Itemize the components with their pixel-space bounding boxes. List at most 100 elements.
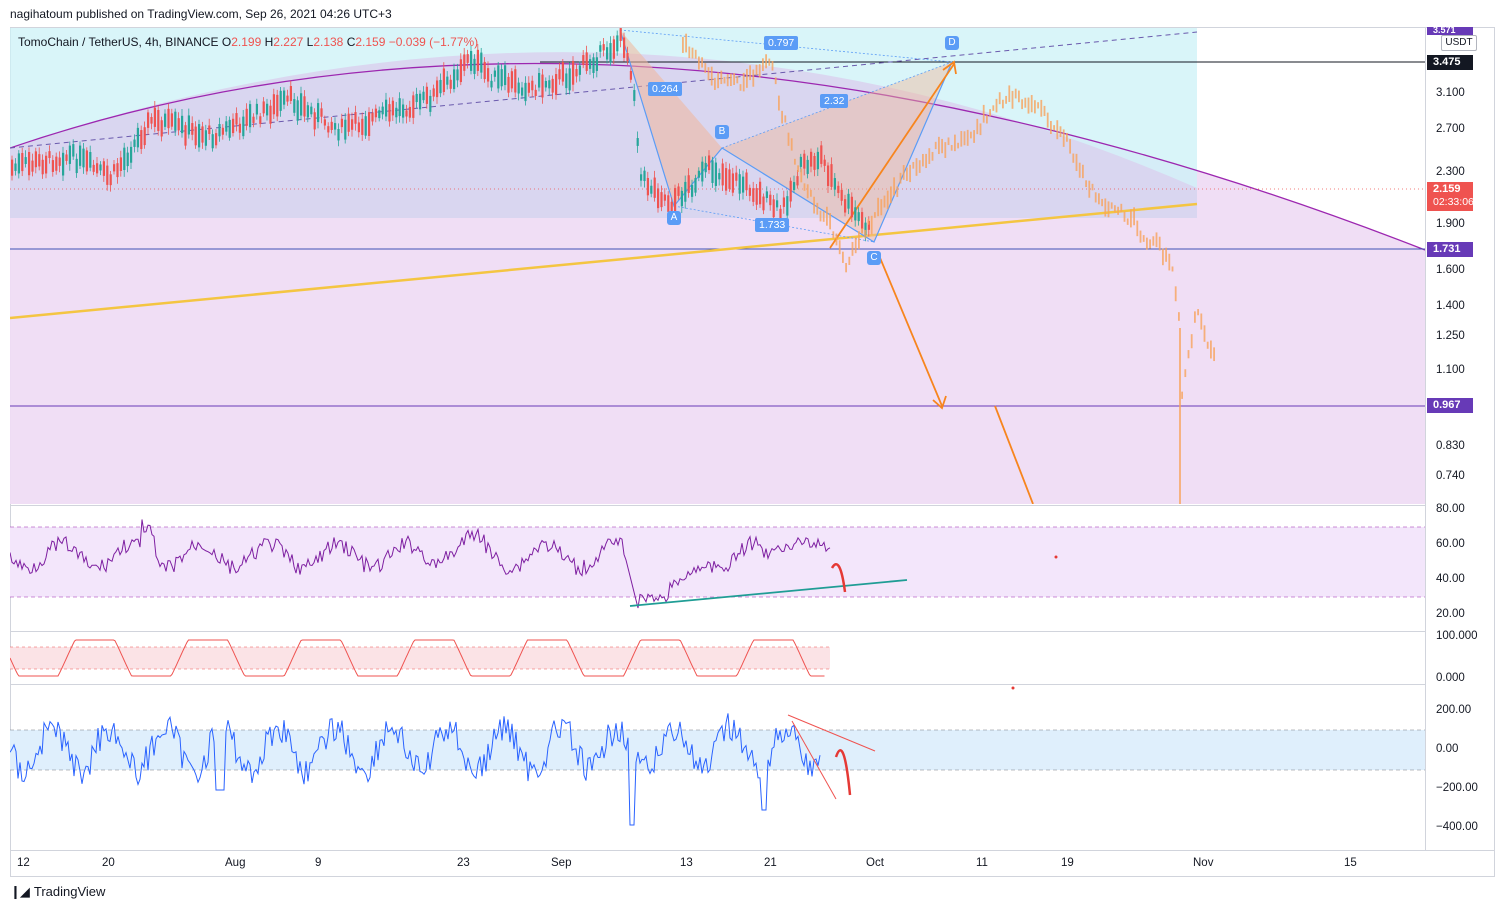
candle bbox=[867, 220, 870, 230]
candle bbox=[592, 57, 595, 73]
tradingview-logo-icon: ❙◢ bbox=[10, 884, 30, 899]
projected-candle bbox=[806, 184, 809, 199]
projected-candle bbox=[800, 168, 803, 183]
candle bbox=[510, 71, 513, 89]
candle bbox=[198, 124, 201, 148]
pattern-point-d: D bbox=[945, 36, 959, 50]
footer-brand[interactable]: ❙◢ TradingView bbox=[10, 884, 105, 900]
candle bbox=[524, 82, 527, 102]
projected-candle bbox=[1021, 99, 1023, 110]
bar-countdown: 02:33:06 bbox=[1433, 196, 1474, 208]
projected-candle bbox=[982, 104, 985, 123]
projected-candle bbox=[826, 206, 828, 226]
time-tick: 9 bbox=[315, 857, 322, 869]
price-tick: 1.100 bbox=[1436, 364, 1465, 376]
projected-candle bbox=[1114, 205, 1116, 213]
projected-candle bbox=[867, 218, 870, 225]
candle bbox=[167, 108, 170, 129]
candle bbox=[408, 106, 411, 118]
candle bbox=[466, 54, 469, 63]
projected-candle bbox=[746, 68, 748, 88]
candle bbox=[116, 163, 119, 178]
candle bbox=[789, 180, 792, 202]
pattern-point-c: C bbox=[867, 251, 881, 265]
low-value: 2.138 bbox=[313, 35, 344, 49]
pane-separator[interactable] bbox=[10, 684, 1425, 685]
candle bbox=[391, 100, 394, 116]
pane-separator[interactable] bbox=[10, 505, 1425, 506]
candle bbox=[429, 95, 432, 112]
candle bbox=[582, 55, 585, 66]
projected-candle bbox=[1136, 220, 1139, 237]
projected-candle bbox=[851, 241, 854, 256]
time-tick: Sep bbox=[551, 857, 572, 869]
stoch-pane[interactable] bbox=[10, 632, 1425, 684]
candle bbox=[623, 37, 626, 58]
candle bbox=[803, 153, 806, 169]
pattern-point-b: B bbox=[715, 125, 729, 139]
projected-candle bbox=[1078, 162, 1081, 178]
candle bbox=[177, 118, 180, 131]
projected-candle bbox=[723, 76, 726, 84]
candle bbox=[745, 172, 748, 191]
candle bbox=[558, 69, 561, 80]
candle bbox=[157, 109, 160, 131]
rsi-tick: 40.00 bbox=[1436, 573, 1465, 585]
projected-candle bbox=[797, 165, 799, 172]
price-axis[interactable] bbox=[1425, 27, 1496, 850]
projected-candle bbox=[1014, 88, 1017, 99]
pattern-ratio-bc: 1.733 bbox=[755, 218, 790, 232]
candle bbox=[439, 79, 442, 94]
candle bbox=[296, 100, 299, 121]
candle bbox=[629, 71, 632, 80]
rsi-tick: 80.00 bbox=[1436, 503, 1465, 515]
projected-candle bbox=[1126, 218, 1129, 225]
candle bbox=[718, 173, 721, 180]
top-price-badge: 3.571 bbox=[1427, 27, 1473, 35]
projected-candle bbox=[877, 197, 879, 217]
candle bbox=[300, 93, 303, 116]
projected-candle bbox=[1018, 90, 1020, 103]
projected-candle bbox=[1184, 369, 1187, 378]
candle bbox=[330, 121, 333, 130]
candle bbox=[204, 130, 207, 146]
currency-button[interactable]: USDT bbox=[1441, 35, 1477, 51]
time-tick: 15 bbox=[1344, 857, 1357, 869]
pane-separator[interactable] bbox=[10, 631, 1425, 632]
candle bbox=[470, 50, 473, 71]
price-pane[interactable] bbox=[10, 28, 1425, 504]
candle bbox=[793, 182, 796, 191]
price-badge-3475: 3.475 bbox=[1427, 55, 1473, 70]
rsi-pane[interactable] bbox=[10, 506, 1425, 631]
projected-candle bbox=[966, 129, 969, 146]
candle bbox=[701, 161, 704, 182]
candle bbox=[31, 160, 34, 172]
cci-pane[interactable] bbox=[10, 685, 1425, 849]
candle bbox=[531, 80, 534, 91]
rsi-tick: 20.00 bbox=[1436, 608, 1465, 620]
candle bbox=[544, 80, 547, 88]
candle bbox=[864, 222, 867, 236]
candle bbox=[721, 163, 724, 186]
projected-candle bbox=[1181, 391, 1183, 399]
time-axis[interactable] bbox=[10, 850, 1495, 878]
candle bbox=[99, 164, 102, 171]
projected-candle bbox=[931, 151, 934, 161]
candle bbox=[820, 145, 823, 164]
projected-candle bbox=[1162, 248, 1164, 266]
projected-candle bbox=[973, 130, 975, 143]
projected-candle bbox=[1101, 198, 1103, 207]
candle bbox=[697, 170, 700, 178]
projected-candle bbox=[1190, 334, 1193, 349]
candle bbox=[568, 68, 571, 91]
candle bbox=[670, 201, 673, 213]
candle bbox=[684, 181, 687, 202]
projected-candle bbox=[794, 158, 796, 165]
candle bbox=[861, 212, 864, 230]
projected-candle bbox=[816, 202, 819, 215]
candle bbox=[102, 161, 105, 176]
candle bbox=[725, 168, 728, 191]
projected-candle bbox=[762, 58, 764, 71]
symbol-legend[interactable]: TomoChain / TetherUS, 4h, BINANCE O2.199… bbox=[18, 35, 479, 49]
projected-candle bbox=[1030, 95, 1033, 113]
